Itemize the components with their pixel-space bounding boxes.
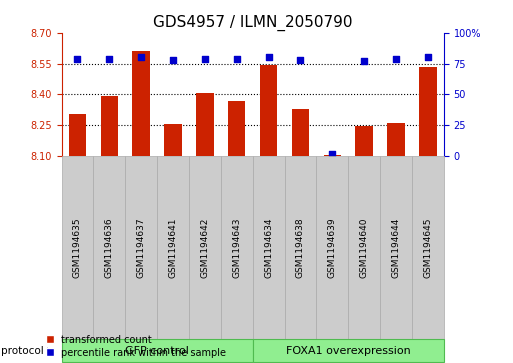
Point: [137, 54, 145, 60]
Bar: [260, 65, 278, 156]
Point: [73, 56, 82, 61]
Bar: [196, 93, 213, 156]
Title: GDS4957 / ILMN_2050790: GDS4957 / ILMN_2050790: [153, 15, 352, 31]
Point: [201, 56, 209, 61]
Text: GFP control: GFP control: [125, 346, 189, 356]
Text: GSM1194637: GSM1194637: [136, 217, 146, 278]
Text: GSM1194643: GSM1194643: [232, 217, 241, 278]
Point: [232, 56, 241, 61]
Text: GSM1194645: GSM1194645: [423, 217, 432, 278]
Bar: [132, 51, 150, 156]
Point: [392, 56, 400, 61]
Bar: [164, 123, 182, 156]
Point: [360, 58, 368, 64]
Text: GSM1194635: GSM1194635: [73, 217, 82, 278]
Text: GSM1194644: GSM1194644: [391, 217, 401, 278]
Point: [265, 54, 273, 60]
Text: GSM1194638: GSM1194638: [296, 217, 305, 278]
Text: GSM1194641: GSM1194641: [169, 217, 177, 278]
Text: protocol ▶: protocol ▶: [1, 346, 55, 356]
Bar: [228, 101, 246, 156]
Text: GSM1194640: GSM1194640: [360, 217, 369, 278]
Bar: [324, 155, 341, 156]
Point: [424, 54, 432, 60]
Point: [105, 56, 113, 61]
Text: GSM1194636: GSM1194636: [105, 217, 114, 278]
Point: [328, 151, 337, 156]
Bar: [292, 109, 309, 156]
Bar: [69, 114, 86, 156]
Text: FOXA1 overexpression: FOXA1 overexpression: [286, 346, 410, 356]
Legend: transformed count, percentile rank within the sample: transformed count, percentile rank withi…: [46, 335, 226, 358]
Bar: [387, 123, 405, 156]
Text: GSM1194634: GSM1194634: [264, 217, 273, 278]
Bar: [101, 97, 118, 156]
Text: GSM1194642: GSM1194642: [201, 217, 209, 278]
Text: GSM1194639: GSM1194639: [328, 217, 337, 278]
Point: [297, 57, 305, 63]
Bar: [356, 126, 373, 156]
Point: [169, 57, 177, 63]
Bar: [419, 66, 437, 156]
